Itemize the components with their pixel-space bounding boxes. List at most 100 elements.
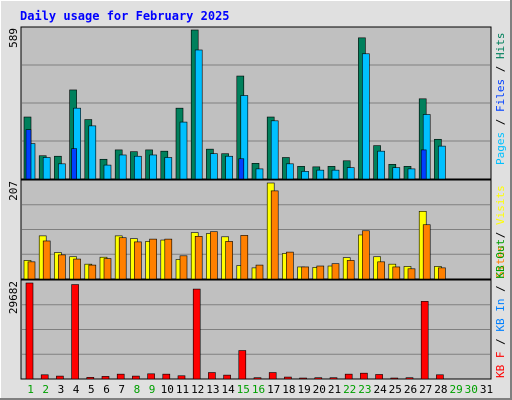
sites-bar [194,236,203,280]
middle-ymax-label: 207 [7,181,20,201]
legend-kbin: KB In [494,299,507,332]
x-tick-label: 3 [58,383,65,396]
files-bar [255,168,264,180]
kbytes-bar [177,375,186,380]
pages-bar [71,148,77,180]
kbytes-bar [360,372,368,380]
files-bar [58,163,66,180]
kbytes-bar [314,377,323,380]
sites-bar [301,266,309,280]
x-tick-label: 22 [343,383,356,396]
files-bar [286,163,294,180]
kbytes-bar [162,373,171,380]
legend-sites: Sites [494,245,507,278]
x-tick-label: 30 [465,383,478,396]
kbytes-bar [116,373,125,380]
legend-visits: Visits [494,185,507,225]
files-bar [194,49,203,180]
x-tick-label: 12 [191,383,204,396]
x-tick-label: 23 [358,383,371,396]
legend-sep-5: / [494,279,507,299]
files-bar [331,169,340,180]
kbytes-bar [329,377,338,380]
files-bar [149,154,157,180]
legend-sep-2: / [494,59,507,79]
files-bar [164,157,173,180]
kbytes-bar [25,282,34,380]
sites-bar [164,238,173,280]
x-tick-label: 25 [389,383,402,396]
files-bar [377,150,385,180]
files-bar [103,164,112,180]
x-tick-label: 10 [161,383,174,396]
legend-kbf: KB F [494,352,507,379]
files-bar [179,121,188,180]
files-bar [134,155,142,180]
sites-bar [270,190,279,280]
kbytes-bar [420,301,429,380]
kbytes-bar [405,377,414,380]
sites-bar [377,261,385,280]
kbytes-bar [208,372,216,380]
sites-bar [407,268,416,280]
sites-bar [27,261,36,280]
x-tick-label: 11 [176,383,189,396]
files-bar [73,107,81,180]
legend-sep-1: / [494,112,507,132]
kbytes-bar [101,376,110,380]
x-tick-label: 13 [206,383,219,396]
sites-bar [58,254,66,280]
sites-bar [392,266,401,280]
kbytes-bar [344,373,353,380]
x-tick-label: 27 [419,383,432,396]
x-tick-label: 21 [328,383,341,396]
sites-bar [346,260,355,280]
files-bar [240,95,249,180]
files-bar [422,114,431,180]
kbytes-bar [253,377,262,380]
kbytes-bar [147,373,155,380]
sites-bar [286,251,294,280]
middle-legend: Sites / Visits [494,185,507,278]
sites-bar [103,258,112,280]
x-tick-label: 15 [237,383,250,396]
x-tick-label: 7 [118,383,125,396]
sites-bar [438,267,446,280]
kbytes-bar [132,375,140,380]
files-bar [301,171,309,180]
sites-bar [179,255,188,280]
files-bar [407,168,416,180]
files-bar [118,154,127,180]
x-tick-label: 18 [282,383,295,396]
x-tick-label: 16 [252,383,265,396]
x-tick-label: 9 [149,383,156,396]
files-bar [225,155,233,180]
x-tick-label: 26 [404,383,417,396]
sites-bar [210,231,218,280]
files-bar [316,169,325,180]
legend-kbout: KB Out [494,239,507,279]
x-tick-label: 2 [42,383,49,396]
sites-bar [118,237,127,280]
kbytes-bar [390,377,399,380]
legend-hits: Hits [494,33,507,60]
legend-sep-4: / [494,332,507,352]
files-bar [392,167,401,180]
files-bar [346,167,355,180]
x-tick-label: 24 [373,383,387,396]
bottom-legend: KB F / KB In / KB Out [494,239,507,378]
x-tick-label: 29 [449,383,462,396]
bottom-ymax-label: 29682 [7,281,20,314]
kbytes-bar [238,350,247,380]
kbytes-bar [375,374,383,380]
x-tick-label: 17 [267,383,280,396]
x-tick-label: 4 [73,383,80,396]
kbytes-bar [223,374,231,380]
chart-title: Daily usage for February 2025 [20,9,230,23]
kbytes-bar [284,376,292,380]
sites-bar [73,258,81,280]
sites-bar [42,240,51,280]
pages-bar [420,149,427,180]
files-bar [88,125,97,180]
